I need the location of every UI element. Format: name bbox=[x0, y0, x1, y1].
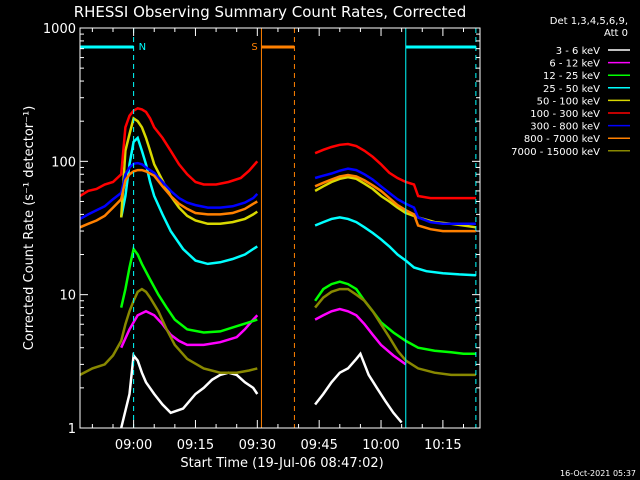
annotation-label-0: N bbox=[139, 42, 146, 53]
x-tick-label-4: 10:00 bbox=[362, 438, 399, 453]
chart-title: RHESSI Observing Summary Count Rates, Co… bbox=[74, 3, 467, 21]
series-line-3-seg-1 bbox=[314, 216, 476, 277]
series-line-8-seg-0 bbox=[79, 287, 258, 377]
legend: Det 1,3,4,5,6,9,Att 0 3 - 6 keV 6 - 12 keV… bbox=[511, 16, 630, 158]
y-tick-label-0: 1 bbox=[68, 422, 76, 437]
annotation-label-1: S bbox=[251, 42, 257, 53]
series-line-5-seg-0 bbox=[79, 106, 259, 198]
y-tick-label-2: 100 bbox=[51, 155, 76, 170]
legend-header-0: Det 1,3,4,5,6,9, bbox=[550, 16, 628, 27]
series-line-7-seg-0 bbox=[79, 168, 258, 229]
series-line-3-seg-0 bbox=[119, 135, 258, 266]
legend-label-2: 12 - 25 keV bbox=[543, 71, 600, 82]
series-line-1-seg-0 bbox=[120, 309, 259, 349]
series-layer bbox=[79, 106, 477, 429]
legend-label-7: 800 - 7000 keV bbox=[524, 134, 600, 145]
y-axis-label: Corrected Count Rate (s⁻¹ detector⁻¹) bbox=[22, 106, 37, 351]
series-line-0-seg-1 bbox=[314, 351, 403, 424]
series-line-5-seg-1 bbox=[314, 142, 476, 200]
series-line-6-seg-0 bbox=[79, 161, 259, 220]
x-tick-label-3: 09:45 bbox=[300, 438, 337, 453]
series-line-7-seg-1 bbox=[314, 173, 476, 233]
y-tick-label-1: 10 bbox=[59, 289, 76, 304]
x-tick-label-2: 09:30 bbox=[239, 438, 276, 453]
series-line-0-seg-0 bbox=[119, 352, 259, 429]
x-tick-label-5: 10:15 bbox=[424, 438, 461, 453]
legend-label-1: 6 - 12 keV bbox=[549, 59, 600, 70]
x-tick-label-1: 09:15 bbox=[177, 438, 214, 453]
series-line-2-seg-0 bbox=[119, 246, 258, 334]
legend-label-4: 50 - 100 keV bbox=[537, 96, 601, 107]
x-tick-label-0: 09:00 bbox=[115, 438, 152, 453]
legend-label-6: 300 - 800 keV bbox=[530, 122, 600, 133]
series-line-8-seg-1 bbox=[314, 287, 476, 377]
series-line-1-seg-1 bbox=[314, 307, 407, 366]
render-timestamp: 16-Oct-2021 05:37 bbox=[560, 469, 636, 478]
y-tick-label-3: 1000 bbox=[43, 22, 76, 37]
x-axis-label: Start Time (19-Jul-06 08:47:02) bbox=[180, 456, 383, 471]
legend-label-0: 3 - 6 keV bbox=[556, 46, 600, 57]
legend-label-3: 25 - 50 keV bbox=[543, 84, 600, 95]
legend-label-5: 100 - 300 keV bbox=[530, 109, 600, 120]
legend-header-1: Att 0 bbox=[604, 28, 628, 39]
series-line-2-seg-1 bbox=[314, 280, 476, 356]
legend-label-8: 7000 - 15000 keV bbox=[511, 147, 600, 158]
series-line-6-seg-1 bbox=[314, 167, 476, 226]
plot-frame bbox=[79, 27, 481, 429]
axes-layer: 1 10 100 1000 09:00 09:15 09:30 09:45 10:00 10:15 bbox=[43, 22, 481, 453]
